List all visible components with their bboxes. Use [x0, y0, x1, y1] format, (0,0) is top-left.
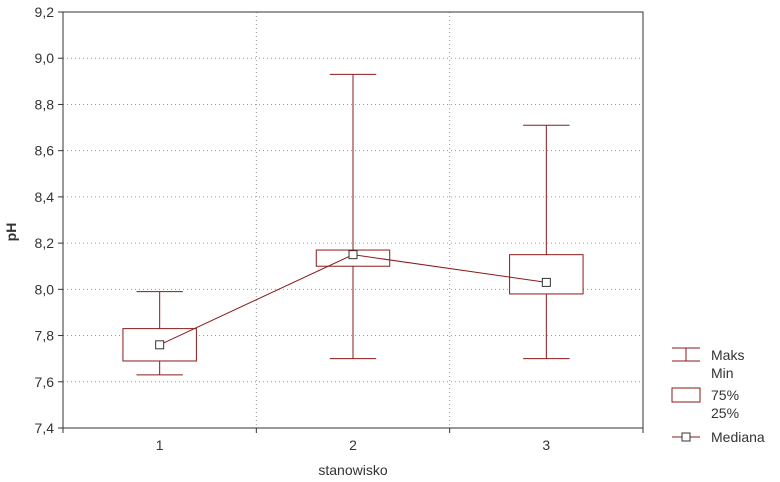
median-marker [155, 340, 165, 350]
y-tick-label: 7,6 [35, 374, 55, 390]
x-tick-label: 3 [542, 437, 550, 453]
x-tick-label: 2 [349, 437, 357, 453]
box-iqr [509, 254, 584, 295]
median-marker [541, 277, 551, 287]
y-tick-label: 8,4 [35, 189, 55, 205]
legend-label-min: Min [711, 365, 734, 381]
y-tick-label: 8,0 [35, 281, 55, 297]
box-group-3 [509, 124, 584, 360]
legend-label-median: Mediana [711, 429, 765, 445]
y-tick-label: 8,8 [35, 96, 55, 112]
y-tick-label: 9,0 [35, 50, 55, 66]
median-marker [348, 250, 358, 260]
legend-label-max: Maks [711, 347, 744, 363]
y-axis-title: pH [3, 223, 19, 242]
y-axis-ticks: 7,4 7,6 7,8 8,0 8,2 8,4 8,6 8,8 9,0 9,2 [35, 4, 63, 436]
y-tick-label: 7,8 [35, 328, 55, 344]
y-tick-label: 8,2 [35, 235, 55, 251]
y-tick-label: 8,6 [35, 143, 55, 159]
box-series [122, 73, 584, 376]
legend-whisker-symbol [672, 347, 700, 362]
plot-frame [62, 11, 644, 429]
legend-box-symbol [671, 387, 701, 403]
x-axis-title: stanowisko [318, 462, 387, 478]
y-tick-label: 9,2 [35, 4, 55, 20]
legend-label-q25: 25% [711, 405, 739, 421]
y-tick-label: 7,4 [35, 420, 55, 436]
box-group-2 [315, 73, 391, 360]
x-tick-label: 1 [156, 437, 164, 453]
legend: Maks Min 75% 25% Mediana [671, 347, 765, 445]
legend-median-symbol [672, 432, 700, 442]
legend-label-q75: 75% [711, 387, 739, 403]
x-axis-ticks: 1 2 3 [62, 428, 644, 453]
